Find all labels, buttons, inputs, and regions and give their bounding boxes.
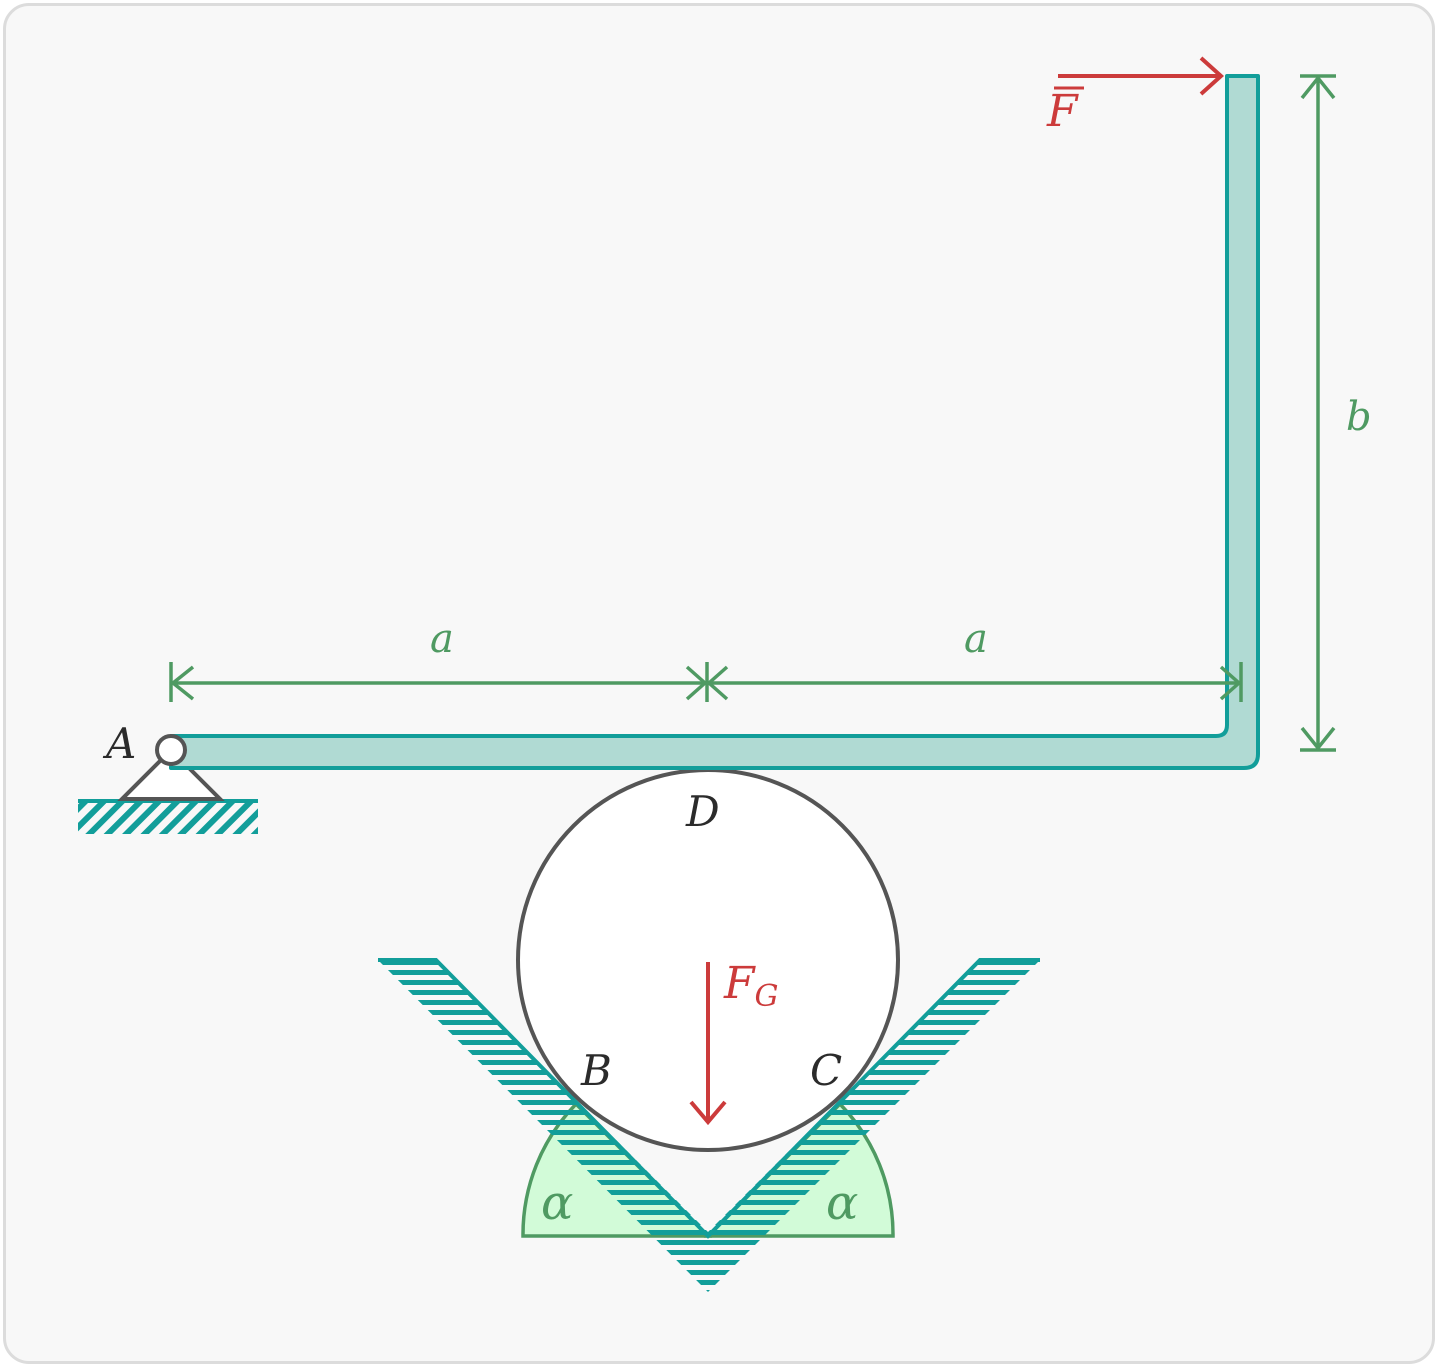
label-point-c: C	[810, 1046, 842, 1095]
label-point-b: B	[580, 1046, 612, 1095]
dimension-b	[1300, 74, 1336, 752]
label-weight-subscript: G	[755, 979, 779, 1014]
label-force-f: F	[1046, 86, 1079, 137]
label-weight-force: FG	[723, 958, 779, 1014]
l-beam	[169, 74, 1260, 770]
ground-hatching	[78, 800, 258, 834]
label-angle-right: α	[826, 1175, 858, 1231]
weight-force-arrow	[689, 962, 727, 1126]
v-support-hatching	[378, 960, 1040, 1292]
label-point-d: D	[685, 787, 720, 836]
label-dim-a-right: a	[964, 616, 988, 662]
dimension-a	[169, 662, 1243, 702]
label-dim-a-left: a	[430, 616, 454, 662]
label-dim-b: b	[1346, 394, 1372, 440]
pin-support	[117, 747, 225, 801]
force-f-arrow	[1058, 56, 1224, 96]
v-support-surface	[378, 958, 1040, 1239]
label-angle-left: α	[541, 1175, 573, 1231]
pin-joint-a	[155, 734, 187, 766]
label-point-a: A	[102, 719, 136, 768]
